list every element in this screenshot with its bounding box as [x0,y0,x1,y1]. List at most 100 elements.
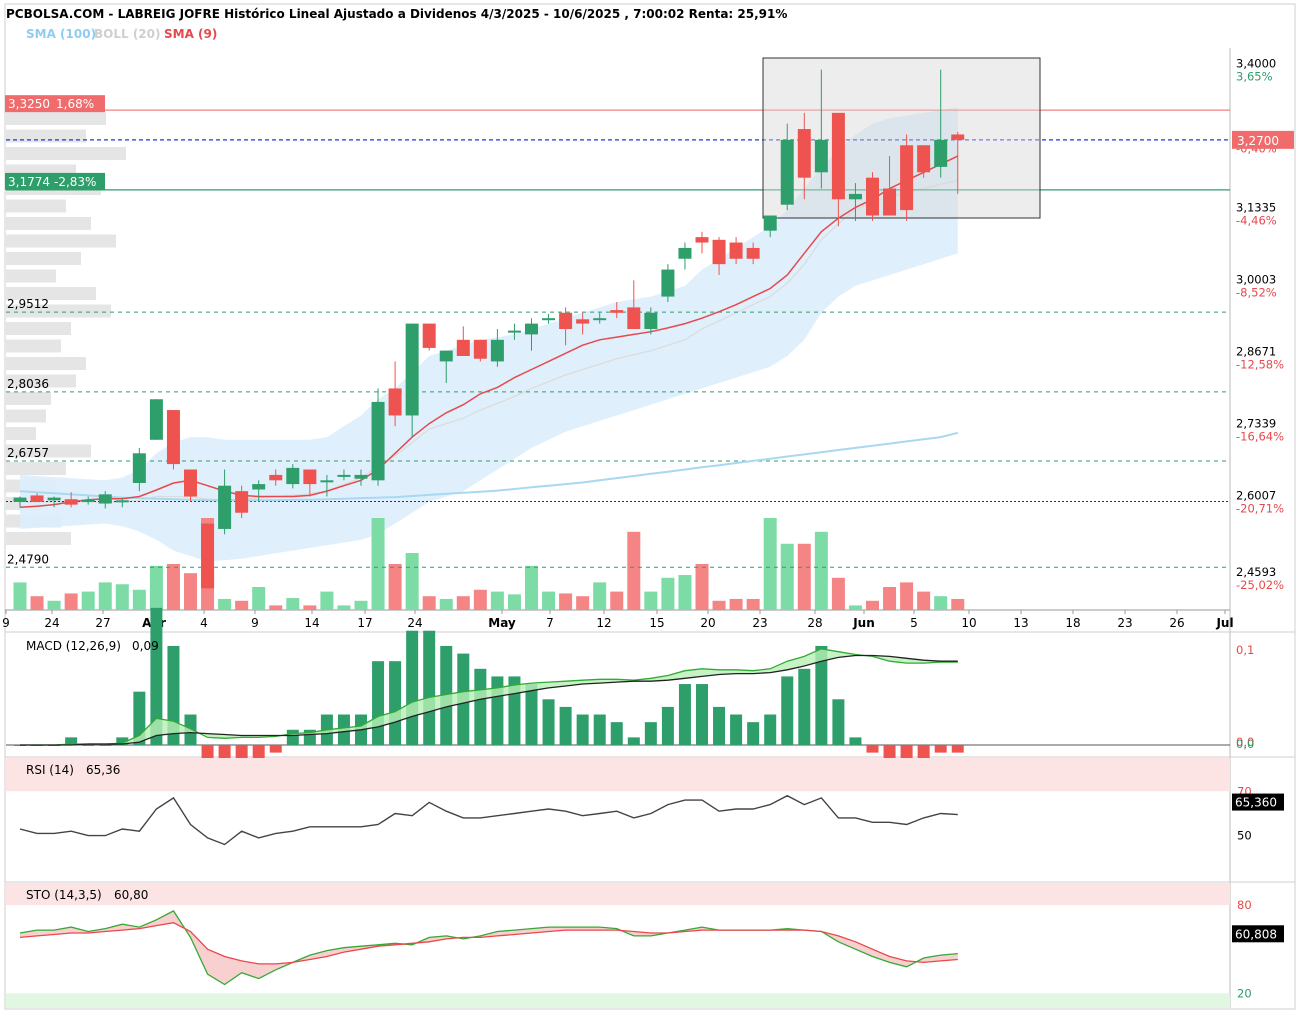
candlestick [525,318,538,351]
candle-body [917,145,931,173]
price-tick-pct: 3,65% [1236,70,1273,84]
volume-profile-bar [6,217,91,230]
volume-bar [848,605,862,610]
candlestick [252,480,266,502]
candlestick [627,280,641,329]
candlestick [490,329,504,367]
candlestick [115,497,129,508]
x-tick-label: May [488,616,516,630]
candlestick [354,469,368,486]
candlestick [797,112,811,200]
candlestick [405,323,419,438]
candlestick [610,301,624,319]
x-tick-label: 23 [1117,616,1132,630]
candle-body [627,307,641,329]
volume-profile-bar [6,532,71,545]
candle-body [64,499,78,505]
candlestick [559,307,573,346]
macd-histogram-bar [235,745,248,761]
candle-body [934,139,948,167]
macd-histogram-bar [406,630,419,745]
volume-bar [115,584,129,610]
candle-body [303,469,317,485]
candle-body [610,310,624,313]
price-tick: 2,7339 [1236,417,1276,431]
volume-bar [593,582,607,610]
x-tick-label: 18 [1065,616,1080,630]
level-value: 2,6757 [7,446,49,460]
volume-profile-bar [6,409,46,423]
price-tick: 2,6007 [1236,489,1276,503]
volume-bar [866,600,879,610]
candlestick [320,474,334,497]
support-pct: -2,83% [54,175,96,189]
candlestick [729,237,743,265]
candle-body [98,494,112,504]
volume-bar [456,596,470,610]
candlestick [848,183,862,221]
price-tick-pct: -20,71% [1236,502,1284,516]
resistance-value: 3,3250 [8,97,50,111]
candle-body [525,323,538,335]
volume-bar [405,552,419,610]
rsi-last-box [1232,793,1284,811]
x-tick-label: 24 [44,616,59,630]
price-tick-pct: -16,64% [1236,430,1284,444]
candle-body [371,401,385,481]
macd-histogram-bar [99,745,112,746]
candlestick [269,469,283,486]
candle-body [814,139,828,173]
candle-body [593,318,607,321]
candlestick [576,312,590,335]
candlestick [507,323,521,340]
x-tick-label: 20 [700,616,715,630]
candle-body [439,350,453,362]
macd-histogram-bar [747,722,760,745]
last-price-box [1232,130,1294,149]
candle-body [712,239,726,265]
candle-body [235,491,249,513]
price-tick: 3,0003 [1236,273,1276,287]
support-value: 3,1774 [8,175,50,189]
x-tick-label: Jun [852,616,875,630]
rsi-line [19,794,958,846]
price-tick: 3,4000 [1236,57,1276,71]
candlesticks [13,69,965,589]
bollinger-mid [20,179,958,503]
candle-body [422,323,436,348]
candlestick [47,496,61,508]
volume-profile-bar [6,462,66,475]
macd-histogram-bar [150,607,163,745]
candle-body [848,193,862,200]
volume-bar [371,518,385,610]
volume-bar [235,600,249,610]
volume-profile-bar [6,427,36,440]
macd-label: MACD (12,26,9) [26,639,121,653]
last-price: 3,2700 [1237,134,1279,148]
candle-body [507,330,521,333]
candlestick [780,123,794,211]
macd-histogram-bar [815,645,828,745]
candlestick [712,237,726,275]
volume-bar [780,543,794,610]
candle-body [252,484,266,490]
resistance-label-box [5,95,105,113]
volume-profile-bar [6,444,91,458]
volume-bar [47,600,61,610]
candlestick [814,69,828,189]
x-tick-label: 26 [1169,616,1184,630]
candle-body [286,467,300,485]
volume-bar [507,594,521,610]
volume-bar [814,531,828,610]
price-tick: 2,4593 [1236,565,1276,579]
candle-body [218,485,232,529]
volume-bar [576,596,590,610]
volume-profile-bar [6,269,56,283]
volume-bar [644,591,658,610]
volume-profile-bar [6,339,61,353]
candlestick [371,388,385,486]
